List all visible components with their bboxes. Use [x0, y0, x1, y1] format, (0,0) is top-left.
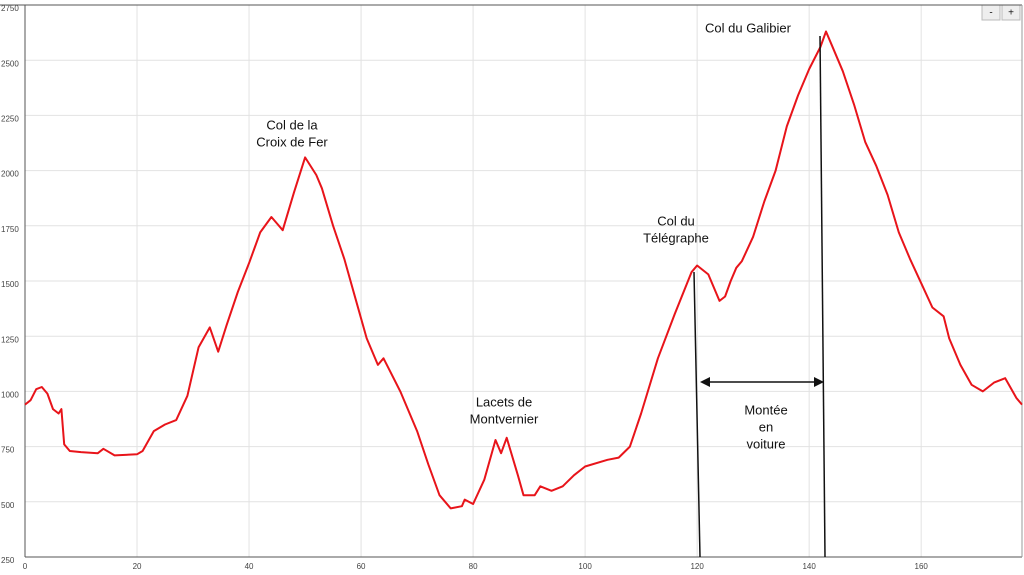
y-tick-label: 2000 — [1, 170, 19, 179]
arrow-head — [700, 377, 710, 387]
x-tick-label: 0 — [23, 562, 28, 571]
annotation: Croix de Fer — [256, 134, 328, 149]
annotation: voiture — [746, 436, 785, 451]
x-tick-label: 160 — [915, 562, 929, 571]
y-tick-label: 1000 — [1, 391, 19, 400]
annotation: Montvernier — [470, 411, 539, 426]
zoom-out-label: - — [989, 8, 992, 19]
x-tick-label: 20 — [133, 562, 142, 571]
zoom-in-label: + — [1008, 8, 1014, 19]
annotation: en — [759, 419, 773, 434]
annotation: Lacets de — [476, 394, 532, 409]
x-tick-label: 80 — [469, 562, 478, 571]
x-tick-label: 100 — [578, 562, 592, 571]
annotation: Col du Galibier — [705, 20, 792, 35]
x-tick-label: 120 — [690, 562, 704, 571]
annotation: Montée — [744, 402, 787, 417]
y-tick-label: 1750 — [1, 225, 19, 234]
y-tick-label: 2750 — [1, 4, 19, 13]
x-tick-label: 140 — [802, 562, 816, 571]
annotation: Col du — [657, 213, 695, 228]
x-tick-label: 40 — [245, 562, 254, 571]
zoom-controls: - + — [981, 4, 1021, 21]
y-tick-label: 1250 — [1, 335, 19, 344]
y-tick-label: 250 — [1, 556, 15, 565]
x-tick-label: 60 — [357, 562, 366, 571]
annotation: Télégraphe — [643, 230, 709, 245]
pointer-line — [693, 271, 701, 558]
y-tick-label: 750 — [1, 446, 15, 455]
y-tick-label: 2250 — [1, 115, 19, 124]
y-tick-label: 2500 — [1, 59, 19, 68]
annotation: Col de la — [266, 117, 318, 132]
pointer-line — [819, 35, 826, 558]
y-tick-label: 1500 — [1, 280, 19, 289]
arrow-head — [814, 377, 824, 387]
y-tick-label: 500 — [1, 501, 15, 510]
elevation-line — [24, 30, 1023, 510]
